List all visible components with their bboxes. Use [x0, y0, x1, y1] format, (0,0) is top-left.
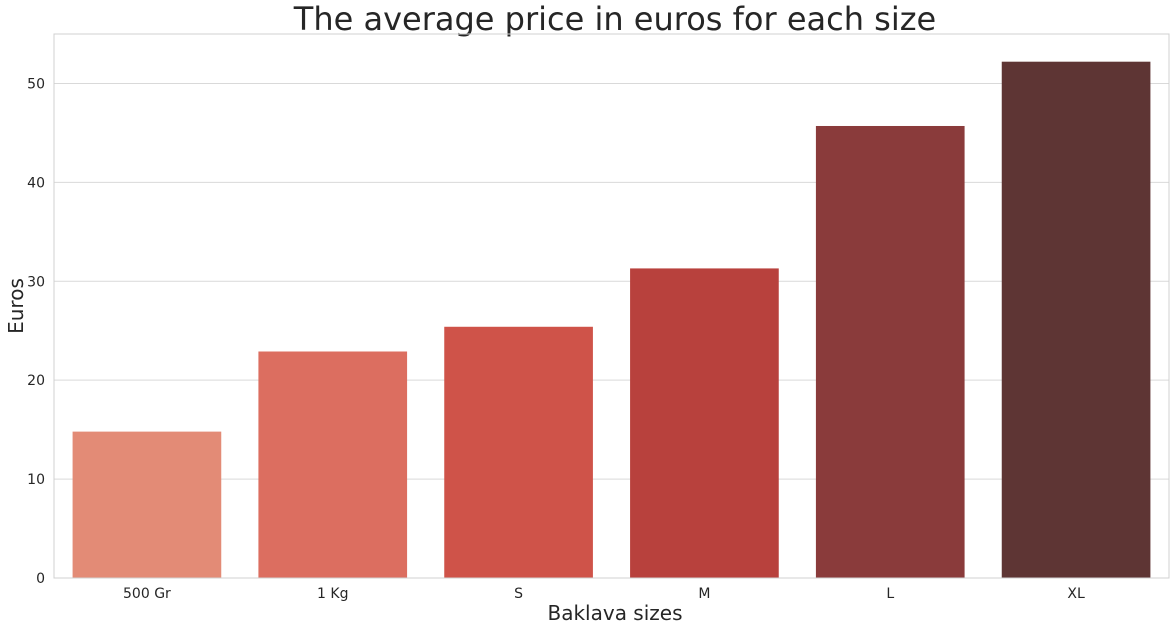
y-tick-label: 50: [27, 76, 45, 92]
bar-m: [630, 268, 779, 578]
plot-frame: [53, 33, 1170, 579]
x-tick-label: L: [886, 586, 894, 602]
x-tick-label: M: [698, 586, 710, 602]
y-tick-label: 0: [36, 571, 45, 587]
x-axis-ticks: 500 Gr 1 Kg S M L XL: [123, 586, 1085, 602]
y-tick-label: 30: [27, 274, 45, 290]
x-tick-label: 500 Gr: [123, 586, 171, 602]
bar-xl: [1001, 61, 1151, 579]
x-tick-label: XL: [1067, 586, 1085, 602]
x-tick-label: 1 Kg: [317, 586, 348, 602]
y-tick-label: 20: [27, 373, 45, 389]
chart-title: The average price in euros for each size: [293, 0, 936, 38]
y-tick-label: 40: [27, 175, 45, 191]
bars: [72, 61, 1151, 579]
y-axis-label: Euros: [4, 278, 28, 334]
bar-1-kg: [258, 351, 408, 578]
bar-s: [444, 326, 593, 578]
y-axis-ticks: 0 10 20 30 40 50: [27, 76, 45, 587]
bar-500-gr: [72, 431, 222, 578]
bar-l: [815, 125, 965, 579]
y-tick-label: 10: [27, 472, 45, 488]
x-axis-label: Baklava sizes: [547, 601, 682, 625]
x-tick-label: S: [514, 586, 523, 602]
